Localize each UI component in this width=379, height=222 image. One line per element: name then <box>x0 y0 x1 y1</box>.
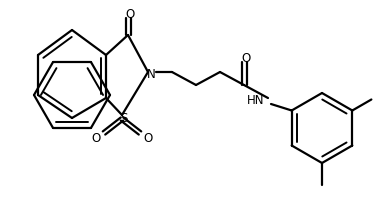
Text: S: S <box>120 111 128 125</box>
Text: O: O <box>143 131 153 145</box>
Text: O: O <box>241 52 251 65</box>
Text: O: O <box>125 8 135 22</box>
Text: N: N <box>147 67 155 81</box>
Text: O: O <box>91 131 101 145</box>
Text: HN: HN <box>247 95 265 107</box>
